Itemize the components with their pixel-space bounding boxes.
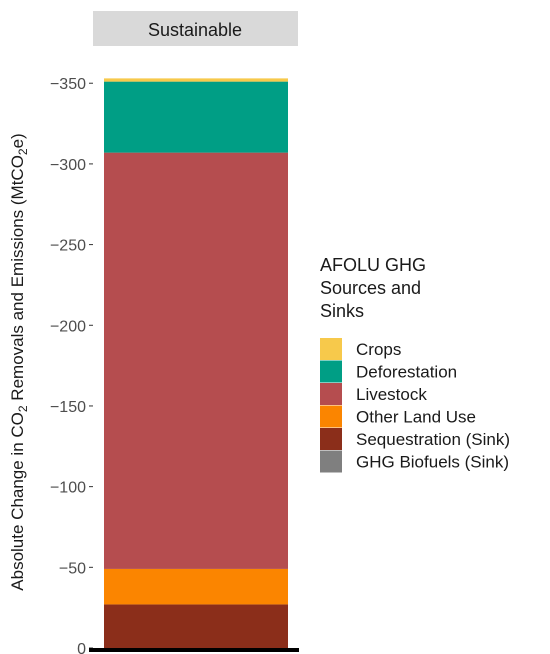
legend-title-line: Sources and (320, 278, 421, 298)
y-tick-label: −300 (50, 157, 86, 174)
y-axis-title-part: e) (8, 133, 27, 148)
facet-strip (93, 11, 298, 46)
legend-title-line: Sinks (320, 301, 364, 321)
bar-segment-other-land-use (104, 568, 288, 605)
bar-segment-sequestration-sink (104, 604, 288, 648)
legend-title-line: AFOLU GHG (320, 255, 426, 275)
legend-key-sequestration-sink (320, 428, 342, 450)
bar-segment-deforestation (104, 81, 288, 153)
y-tick-label: −50 (59, 560, 86, 577)
legend-label-ghg-biofuels-sink: GHG Biofuels (Sink) (356, 453, 509, 472)
legend-label-other-land-use: Other Land Use (356, 408, 476, 427)
legend-key-crops (320, 338, 342, 360)
bar-segment-crops (104, 78, 288, 82)
y-axis: 0 −50 −100 −150 −200 −250 −300 −350 (50, 76, 93, 654)
y-axis-title-part: Removals and Emissions (MtCO (8, 155, 27, 405)
legend-label-deforestation: Deforestation (356, 363, 457, 382)
y-tick-label: −100 (50, 480, 86, 497)
legend-key-livestock (320, 383, 342, 405)
y-tick-label: −350 (50, 76, 86, 93)
bar-segment-livestock (104, 152, 288, 569)
baseline (89, 648, 299, 652)
y-tick-label: 0 (77, 641, 86, 654)
facet-strip-label: Sustainable (148, 20, 242, 40)
legend-label-livestock: Livestock (356, 385, 427, 404)
y-tick-label: −250 (50, 238, 86, 255)
legend-label-sequestration-sink: Sequestration (Sink) (356, 430, 510, 449)
legend-key-other-land-use (320, 405, 342, 428)
legend-key-ghg-biofuels-sink (320, 450, 342, 473)
bar-stack (89, 78, 299, 652)
y-tick-label: −200 (50, 318, 86, 335)
legend: AFOLU GHG Sources and Sinks Crops Deforestat… (320, 255, 510, 473)
legend-key-deforestation (320, 360, 342, 383)
y-axis-title: Absolute Change in CO2 Removals and Emis… (8, 133, 30, 590)
y-axis-title-part: 2 (16, 405, 30, 412)
y-tick-label: −150 (50, 399, 86, 416)
y-axis-title-part: Absolute Change in CO (8, 412, 27, 591)
legend-label-crops: Crops (356, 340, 401, 359)
y-axis-title-part: 2 (16, 148, 30, 155)
